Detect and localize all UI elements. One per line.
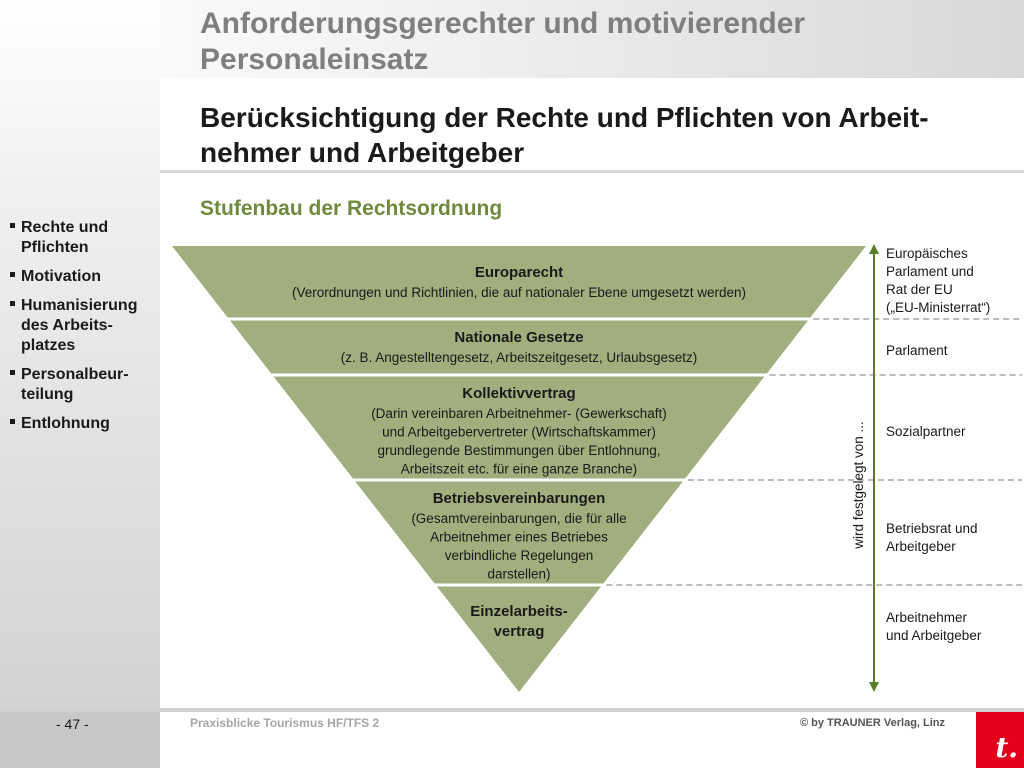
page-subtitle: Berücksichtigung der Rechte und Pflichte…	[200, 102, 929, 168]
level-title: Einzelarbeits-	[470, 603, 568, 620]
nav-item-label: Rechte und Pflichten	[21, 219, 109, 256]
responsible-party-label: und Arbeitgeber	[886, 628, 982, 643]
title-band	[0, 0, 1024, 78]
level-description: (z. B. Angestelltengesetz, Arbeitszeitge…	[341, 350, 697, 365]
responsible-party-label: Betriebsrat und	[886, 521, 978, 536]
arrow-up-icon	[869, 244, 879, 254]
pyramid-level-2	[229, 320, 809, 374]
sidebar	[0, 0, 160, 768]
nav-item-personalbeurteilung[interactable]: Personalbeur-teilung	[10, 365, 155, 405]
level-description: Arbeitszeit etc. für eine ganze Branche)	[401, 462, 637, 477]
nav-item-motivation[interactable]: Motivation	[10, 267, 155, 287]
page-title: Anforderungsgerechter und motivierender …	[200, 7, 806, 76]
level-description: verbindliche Regelungen	[445, 548, 594, 563]
responsible-party-label: Arbeitgeber	[886, 539, 956, 554]
bullet-icon	[10, 223, 15, 228]
footer-text: Praxisblicke Tourismus HF/TFS 2	[190, 716, 380, 730]
level-title: Nationale Gesetze	[454, 329, 583, 346]
pyramid-level-5	[436, 586, 602, 692]
bullet-icon	[10, 370, 15, 375]
responsible-party-label: („EU-Ministerrat“)	[886, 300, 990, 315]
level-title: Kollektivvertrag	[462, 385, 575, 402]
nav-item-label: Personalbeur-teilung	[21, 366, 129, 403]
responsible-party-label: Parlament	[886, 343, 948, 358]
page-number: - 47 -	[56, 716, 89, 732]
level-title: Betriebsvereinbarungen	[433, 490, 606, 507]
axis-label: wird festgelegt von ...	[851, 421, 866, 550]
level-description: und Arbeitgebervertreter (Wirtschaftskam…	[382, 425, 656, 440]
nav-item-label: Humanisierung des Arbeits-platzes	[21, 297, 138, 354]
bullet-icon	[10, 272, 15, 277]
pyramid-level-1	[172, 246, 866, 318]
trauner-logo: t.	[976, 712, 1024, 768]
responsible-party-label: Rat der EU	[886, 282, 953, 297]
level-title: vertrag	[494, 623, 545, 640]
level-description: grundlegende Bestimmungen über Entlohnun…	[378, 443, 661, 458]
logo-text: t.	[995, 731, 1018, 764]
responsible-party-label: Sozialpartner	[886, 424, 966, 439]
nav-item-entlohnung[interactable]: Entlohnung	[10, 414, 155, 434]
copyright: © by TRAUNER Verlag, Linz	[800, 717, 946, 729]
nav-item-rechte[interactable]: Rechte und Pflichten	[10, 218, 155, 258]
level-description: (Gesamtvereinbarungen, die für alle	[411, 511, 626, 526]
sidebar-nav: Rechte und Pflichten Motivation Humanisi…	[10, 218, 155, 443]
responsible-party-label: Arbeitnehmer	[886, 610, 968, 625]
nav-item-humanisierung[interactable]: Humanisierung des Arbeits-platzes	[10, 296, 155, 356]
level-title: Europarecht	[475, 264, 563, 281]
pyramid-level-3	[273, 376, 765, 479]
pyramid-level-4	[355, 481, 683, 584]
bullet-icon	[10, 301, 15, 306]
nav-item-label: Motivation	[21, 268, 101, 285]
level-description: darstellen)	[487, 567, 550, 582]
level-description: (Verordnungen und Richtlinien, die auf n…	[292, 285, 746, 300]
responsible-party-label: Europäisches	[886, 246, 968, 261]
bullet-icon	[10, 419, 15, 424]
section-title: Stufenbau der Rechtsordnung	[200, 197, 503, 220]
responsible-party-label: Parlament und	[886, 264, 974, 279]
level-description: Arbeitnehmer eines Betriebes	[430, 530, 608, 545]
nav-item-label: Entlohnung	[21, 415, 110, 432]
footer-bar	[0, 708, 1024, 712]
arrow-down-icon	[869, 682, 879, 692]
level-description: (Darin vereinbaren Arbeitnehmer- (Gewerk…	[371, 406, 667, 421]
footer-left-panel	[0, 712, 160, 768]
divider	[160, 170, 1024, 173]
